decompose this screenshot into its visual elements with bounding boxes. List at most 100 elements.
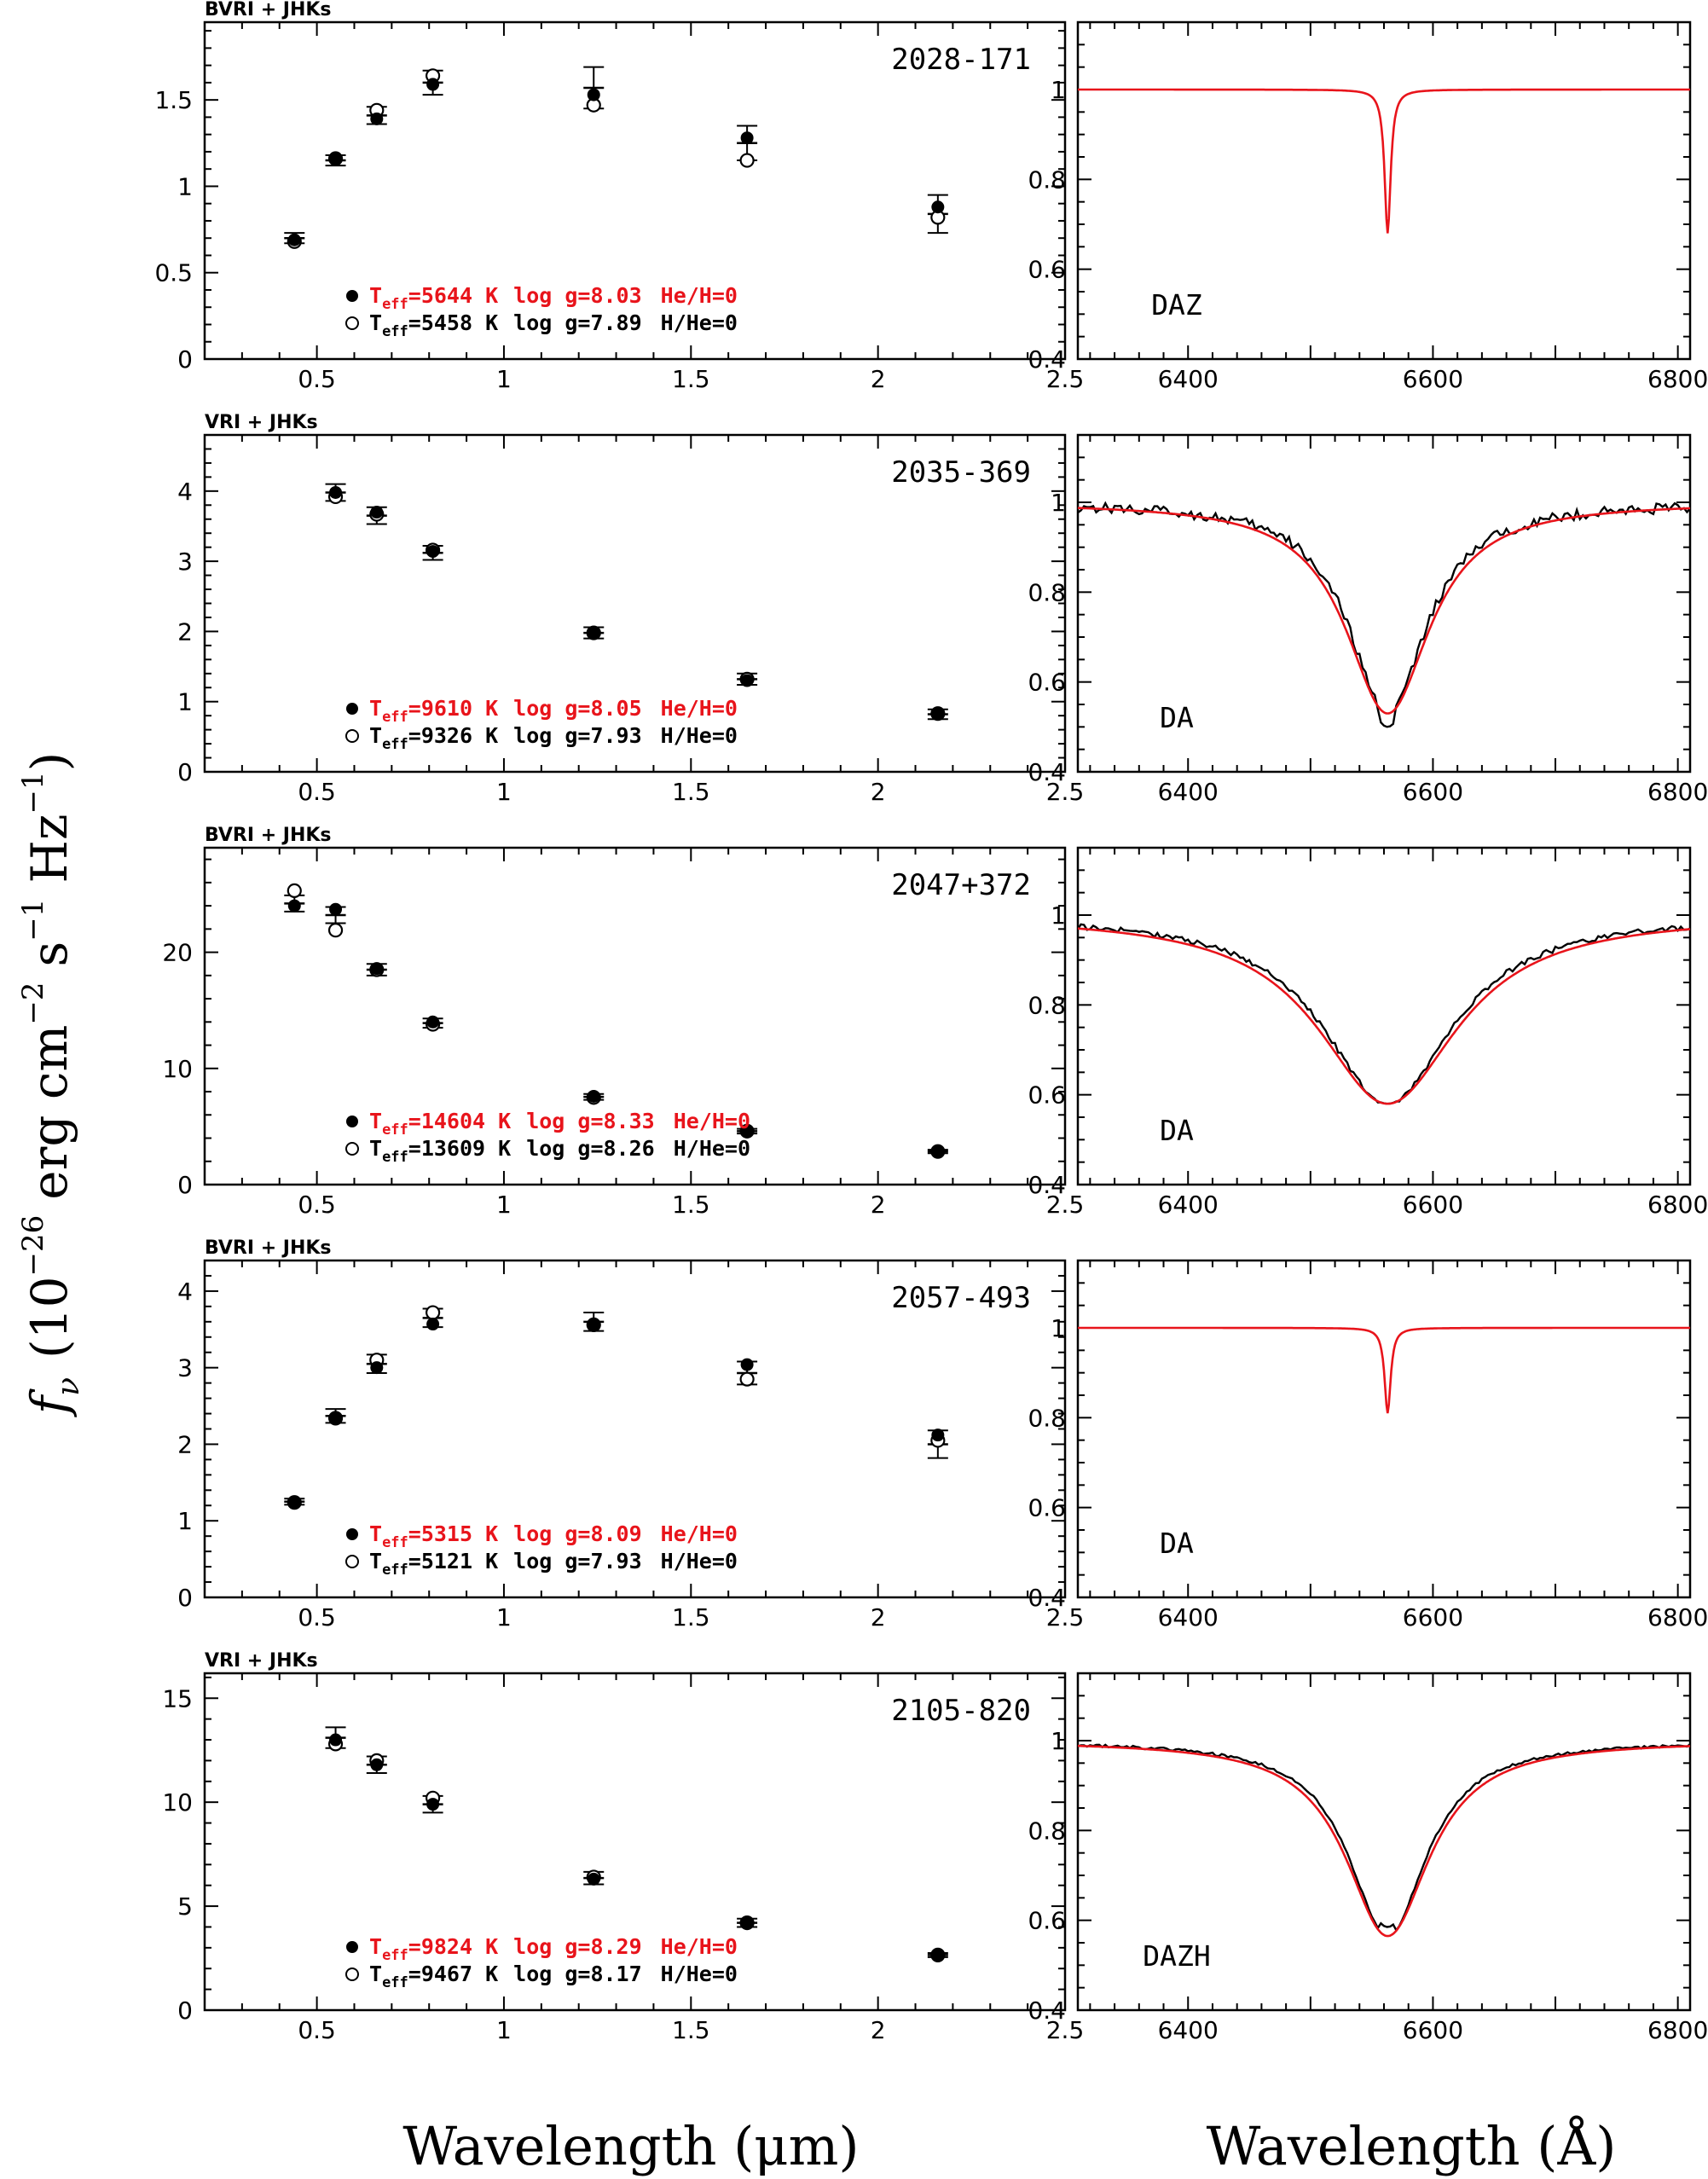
model-h-point — [931, 1429, 945, 1442]
sed-xtick-label: 1.5 — [672, 365, 710, 393]
sed-xtick-label: 1 — [496, 1603, 512, 1631]
y-label-unit1: erg cm — [20, 1025, 78, 1200]
sed-ytick-label: 10 — [162, 1055, 193, 1083]
sed-frame — [203, 846, 1067, 1186]
legend-he-comp: H/He=0 — [661, 310, 738, 335]
y-label-exp3: −1 — [16, 899, 50, 942]
legend-he-teff: =9467 K — [408, 1962, 498, 1986]
sed-ytick-label: 0.5 — [154, 259, 193, 287]
legend-h: Teff=5644 K log g=8.03 He/H=0 — [369, 283, 738, 313]
legend-h-comp: He/H=0 — [661, 1521, 738, 1546]
halpha-xtick-label: 6600 — [1403, 1603, 1463, 1631]
sed-ytick-label: 20 — [162, 939, 193, 967]
star-name: 2047+372 — [891, 868, 1031, 902]
model-h-point — [426, 1798, 440, 1811]
model-h-point — [370, 506, 384, 519]
y-label-nu: ν — [51, 1377, 86, 1396]
legend-he-comp: H/He=0 — [674, 1136, 750, 1161]
halpha-ytick-label: 0.8 — [1028, 1404, 1066, 1432]
legend-h-comp: He/H=0 — [661, 696, 738, 721]
halpha-ytick-label: 0.8 — [1028, 1817, 1066, 1845]
y-label-exp2: −2 — [16, 982, 50, 1025]
sed-xtick-label: 2 — [871, 365, 886, 393]
legend-teff-sub: eff — [382, 1562, 408, 1579]
legend-he-marker — [345, 1555, 359, 1568]
sed-xtick-label: 2 — [871, 1191, 886, 1219]
model-h-point — [370, 962, 384, 976]
model-h-point — [329, 1733, 343, 1747]
halpha-xtick-label: 6400 — [1158, 2016, 1219, 2044]
model-h-point — [329, 902, 343, 916]
legend-teff-symbol: T — [369, 1549, 382, 1573]
legend-h-comp: He/H=0 — [661, 1934, 738, 1959]
halpha-xtick-label: 6800 — [1647, 1191, 1708, 1219]
model-h-point — [329, 485, 343, 499]
bands-label: BVRI + JHKs — [205, 0, 332, 20]
y-axis-label: fν(10−26erg cm−2s−1Hz−1) — [16, 752, 86, 1418]
model-h-point — [370, 1361, 384, 1375]
legend-teff-sub: eff — [382, 1974, 408, 1991]
legend-h-logg: log g=8.05 — [513, 696, 642, 721]
legend-teff-sub: eff — [382, 736, 408, 753]
legend-he-comp: H/He=0 — [661, 723, 738, 748]
sed-ytick-label: 0 — [177, 1171, 193, 1199]
legend-teff-symbol: T — [369, 310, 382, 335]
model-h-point — [287, 233, 301, 246]
model-h-point — [587, 1318, 600, 1331]
model-h-point — [587, 88, 600, 101]
halpha-ytick-label: 0.8 — [1028, 578, 1066, 606]
sed-ytick-label: 2 — [177, 617, 193, 646]
model-spectrum — [1077, 507, 1690, 715]
legend-h-logg: log g=8.33 — [526, 1109, 655, 1133]
halpha-ytick-label: 1 — [1051, 1727, 1066, 1755]
halpha-ytick-label: 0.4 — [1028, 1996, 1066, 2025]
sed-ytick-label: 0 — [177, 1996, 193, 2025]
x-axis-label-left: Wavelength (μm) — [402, 2115, 859, 2177]
sed-frame — [203, 1672, 1067, 2012]
model-he-point — [739, 1371, 755, 1387]
halpha-xtick-label: 6800 — [1647, 778, 1708, 806]
halpha-ytick-label: 0.6 — [1028, 1081, 1066, 1110]
halpha-xtick-label: 6400 — [1158, 1191, 1219, 1219]
legend-he-logg: log g=7.93 — [513, 1549, 642, 1573]
halpha-xtick-label: 6800 — [1647, 365, 1708, 393]
model-h-point — [740, 131, 754, 145]
legend-h-logg: log g=8.03 — [513, 283, 642, 308]
legend-he-marker — [345, 1967, 359, 1981]
model-he-point — [426, 1305, 441, 1320]
halpha-ytick-label: 0.4 — [1028, 1584, 1066, 1612]
model-spectrum — [1077, 1744, 1691, 1938]
sed-xtick-label: 1.5 — [672, 1191, 710, 1219]
legend-teff-symbol: T — [369, 283, 382, 308]
legend-he: Teff=5458 K log g=7.89 H/He=0 — [369, 310, 738, 340]
sed-xtick-label: 0.5 — [298, 2016, 336, 2044]
sed-xtick-label: 0.5 — [298, 778, 336, 806]
spectral-type: DAZ — [1151, 288, 1202, 322]
sed-ytick-label: 2 — [177, 1430, 193, 1458]
halpha-ytick-label: 0.4 — [1028, 1171, 1066, 1199]
halpha-xtick-label: 6600 — [1403, 1191, 1463, 1219]
y-label-close: ) — [20, 752, 78, 772]
spectral-type: DA — [1160, 1114, 1194, 1147]
legend-h: Teff=14604 K log g=8.33 He/H=0 — [369, 1109, 750, 1139]
legend-he-comp: H/He=0 — [661, 1549, 738, 1573]
sed-ytick-label: 1 — [177, 688, 193, 716]
model-h-point — [287, 899, 301, 913]
star-name: 2105-820 — [891, 1694, 1031, 1728]
legend-teff-symbol: T — [369, 1934, 382, 1959]
legend-he-logg: log g=8.17 — [513, 1962, 642, 1986]
legend-he-teff: =5121 K — [408, 1549, 498, 1573]
y-label-exp1: −26 — [16, 1215, 50, 1277]
legend-teff-symbol: T — [369, 723, 382, 748]
sed-ytick-label: 3 — [177, 548, 193, 576]
halpha-xtick-label: 6800 — [1647, 1603, 1708, 1631]
halpha-xtick-label: 6800 — [1647, 2016, 1708, 2044]
model-spectrum — [1077, 927, 1691, 1105]
model-h-point — [587, 627, 600, 640]
spectral-type: DAZH — [1143, 1939, 1210, 1973]
sed-xtick-label: 2 — [871, 2016, 886, 2044]
legend-h-marker — [346, 1116, 358, 1127]
legend-he-logg: log g=8.26 — [526, 1136, 655, 1161]
sed-xtick-label: 2.5 — [1046, 778, 1085, 806]
sed-ytick-label: 0 — [177, 758, 193, 786]
